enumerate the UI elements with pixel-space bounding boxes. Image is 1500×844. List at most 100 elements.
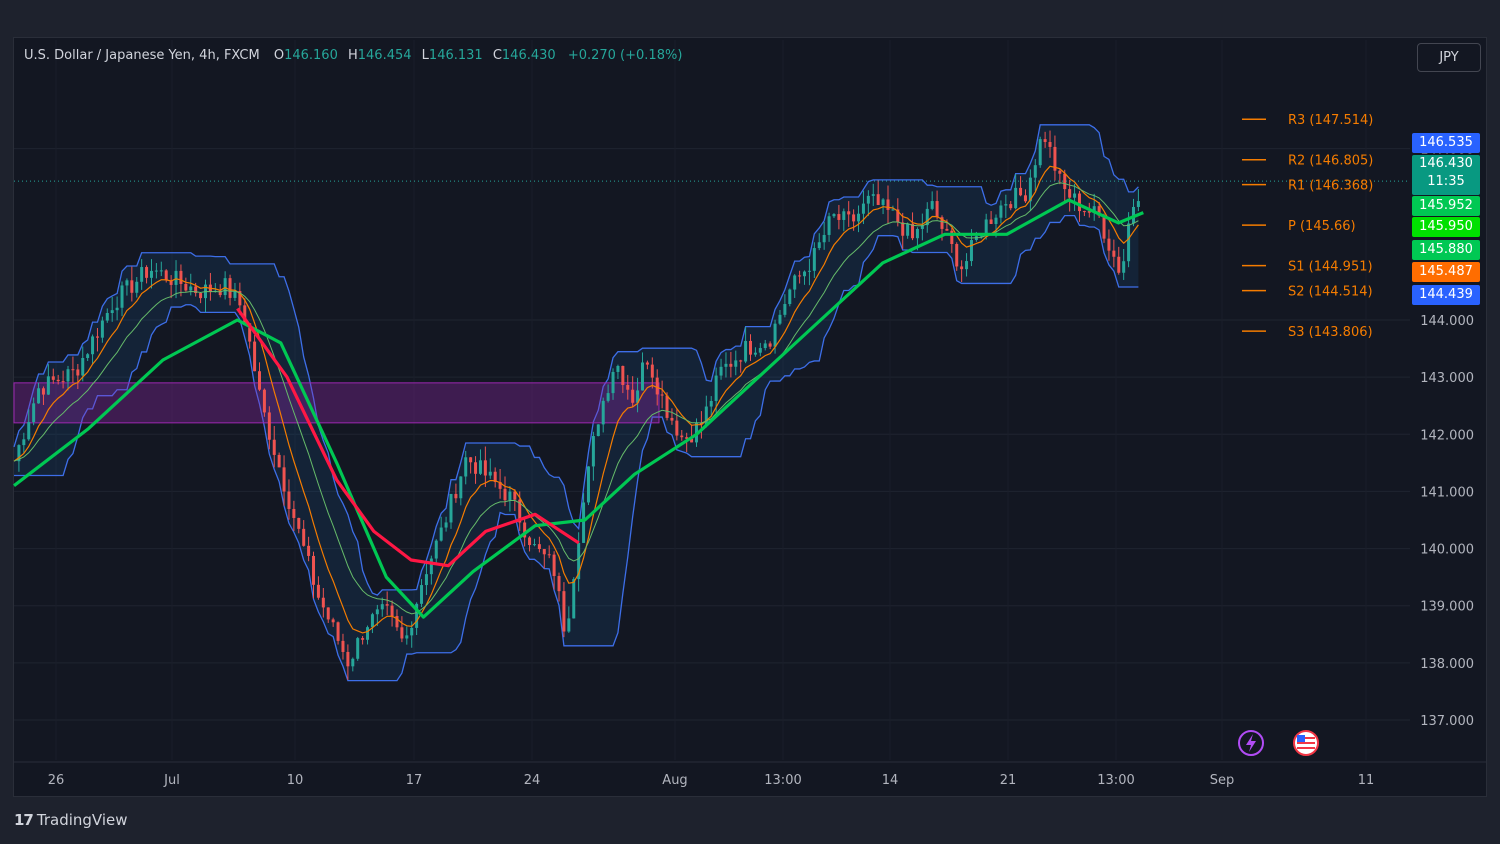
candle <box>1038 136 1042 168</box>
candle <box>400 616 404 643</box>
chart-panel[interactable] <box>13 37 1487 797</box>
candle <box>611 368 615 400</box>
candle <box>783 294 787 318</box>
candle <box>906 222 910 239</box>
y-tick-label: 140.000 <box>1420 543 1474 558</box>
channel-lower <box>14 214 1139 682</box>
candle <box>1122 248 1126 280</box>
candle <box>690 425 694 443</box>
candle <box>999 200 1003 224</box>
candle <box>557 572 561 602</box>
candle <box>469 457 473 474</box>
candle <box>812 242 816 278</box>
candle <box>366 625 370 645</box>
candle <box>582 493 586 544</box>
close-value: 146.430 <box>501 48 556 63</box>
candle <box>459 476 463 506</box>
lightning-event-icon[interactable] <box>1238 730 1264 756</box>
candle <box>488 458 492 479</box>
candle <box>110 297 114 322</box>
candle <box>1004 194 1008 218</box>
candle <box>420 579 424 608</box>
y-tick-label: 141.000 <box>1420 485 1474 500</box>
candle <box>817 233 821 251</box>
candle <box>464 450 468 485</box>
candle <box>351 657 355 672</box>
candle <box>960 260 964 283</box>
candle <box>640 352 644 391</box>
candle <box>1082 210 1086 217</box>
candle <box>739 359 743 373</box>
x-tick-label: 13:00 <box>764 773 801 788</box>
candle <box>778 309 782 326</box>
candle <box>665 392 669 421</box>
candle <box>498 469 502 499</box>
candle <box>636 377 640 413</box>
currency-selector[interactable]: JPY <box>1417 43 1481 72</box>
candle <box>86 352 90 361</box>
candle <box>621 365 625 394</box>
y-tick-label: 139.000 <box>1420 600 1474 615</box>
candle <box>91 334 95 365</box>
pivot-label: R3 (147.514) <box>1288 113 1373 128</box>
candle <box>886 185 890 225</box>
candle <box>1014 174 1018 210</box>
symbol-name[interactable]: U.S. Dollar / Japanese Yen, 4h, FXCM <box>24 48 260 63</box>
candle <box>41 386 45 405</box>
candle <box>199 292 203 304</box>
price-tag-value: 145.487 <box>1419 264 1473 279</box>
candle <box>424 563 428 595</box>
us-flag-event-icon[interactable] <box>1293 730 1319 756</box>
price-tag: 145.952 <box>1412 196 1480 216</box>
candle <box>704 395 708 428</box>
low-value: 146.131 <box>428 48 483 63</box>
candle <box>729 351 733 378</box>
candle <box>444 516 448 532</box>
bar-countdown: 11:35 <box>1427 174 1465 189</box>
mid-average-line <box>13 182 1139 615</box>
candle <box>331 617 335 627</box>
candle <box>749 334 753 361</box>
candle <box>807 258 811 286</box>
candle <box>832 213 836 219</box>
candle <box>660 380 664 409</box>
price-tag: 146.535 <box>1412 133 1480 153</box>
tradingview-logo[interactable]: 17 TradingView <box>14 811 128 829</box>
candle <box>405 626 409 645</box>
candle <box>1127 212 1131 268</box>
candle <box>857 205 861 233</box>
candle <box>670 408 674 425</box>
candle <box>105 308 109 323</box>
candle <box>1107 229 1111 261</box>
candle <box>861 190 865 225</box>
candle <box>552 551 556 590</box>
candle <box>837 204 841 230</box>
candle <box>827 212 831 242</box>
candle <box>930 191 934 211</box>
candle <box>631 376 635 408</box>
candle <box>798 270 802 284</box>
candle <box>258 362 262 392</box>
candle <box>267 406 271 450</box>
candle <box>866 190 870 217</box>
candle <box>395 609 399 631</box>
candle <box>341 633 345 660</box>
candle <box>385 591 389 616</box>
price-tag-value: 146.430 <box>1419 156 1473 171</box>
candle <box>955 242 959 271</box>
high-value: 146.454 <box>357 48 412 63</box>
price-tag-value: 145.952 <box>1419 198 1473 213</box>
price-tag-value: 146.535 <box>1419 135 1473 150</box>
pivot-label: R2 (146.805) <box>1288 154 1373 169</box>
candle <box>76 363 80 389</box>
candle <box>803 270 807 285</box>
candle <box>380 597 384 617</box>
candle <box>483 446 487 487</box>
candle <box>81 346 85 382</box>
price-tag-value: 145.950 <box>1419 219 1473 234</box>
candle <box>478 449 482 476</box>
candle <box>22 432 26 453</box>
candle <box>135 277 139 298</box>
candle <box>920 213 924 241</box>
